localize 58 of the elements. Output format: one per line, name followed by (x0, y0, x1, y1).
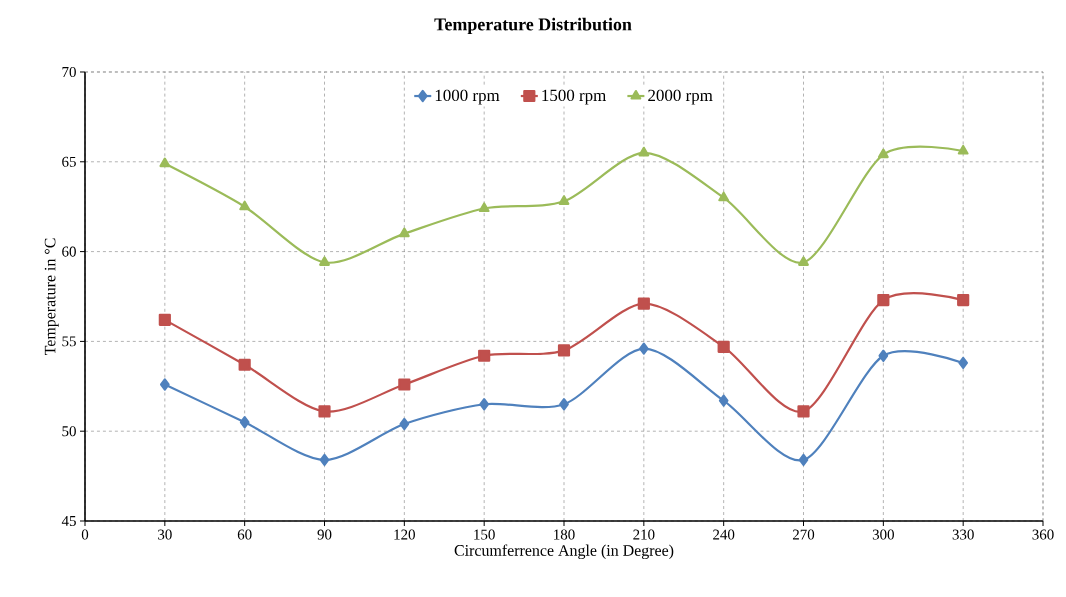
point (797, 405, 810, 418)
point (559, 398, 569, 411)
y-tick-label: 65 (62, 156, 76, 167)
point (718, 191, 730, 202)
x-tick-label: 360 (1032, 529, 1054, 540)
point (238, 358, 251, 371)
point (478, 202, 490, 213)
point (239, 200, 251, 211)
x-tick-label: 0 (81, 529, 89, 540)
point (798, 256, 809, 266)
x-tick-label: 180 (554, 529, 575, 540)
point (958, 356, 969, 370)
x-tick-label: 300 (872, 529, 894, 540)
point (399, 417, 410, 431)
point (718, 394, 729, 407)
y-tick-label: 50 (62, 426, 76, 437)
y-tick-label: 60 (62, 246, 76, 257)
point (398, 378, 411, 391)
x-tick-label: 120 (394, 529, 415, 540)
point (478, 349, 491, 362)
point (158, 313, 171, 326)
legend-label: 2000 rpm (648, 89, 713, 105)
y-tick-label: 45 (61, 516, 76, 526)
point (957, 293, 970, 307)
x-tick-label: 270 (792, 529, 815, 540)
point (398, 227, 410, 238)
point (878, 349, 889, 362)
point (638, 342, 649, 355)
x-tick-label: 150 (474, 529, 495, 540)
point (877, 293, 890, 307)
y-tick-label: 55 (62, 336, 76, 347)
point (557, 344, 571, 357)
point (318, 405, 331, 418)
x-tick-label: 90 (317, 529, 332, 540)
point (558, 195, 570, 205)
x-tick-label: 30 (158, 529, 172, 540)
x-axis-title: Circumferrence Angle (in Degree) (454, 544, 674, 560)
x-tick-label: 240 (713, 529, 735, 540)
point (319, 256, 330, 266)
point (239, 416, 250, 429)
y-axis-title: Temperature in °C (44, 238, 59, 356)
point (877, 148, 889, 159)
point (637, 297, 650, 310)
point (479, 398, 490, 411)
x-tick-label: 330 (952, 529, 974, 540)
x-tick-label: 210 (633, 529, 655, 540)
point (957, 144, 969, 155)
point (159, 157, 171, 168)
chart-title: Temperature Distribution (434, 17, 632, 35)
legend-label: 1000 rpm (435, 89, 500, 105)
x-tick-label: 60 (237, 529, 252, 540)
point (319, 453, 330, 467)
legend-label: 1500 rpm (542, 89, 607, 105)
point (638, 146, 650, 157)
point (159, 378, 170, 391)
point (798, 453, 809, 467)
y-tick-label: 70 (62, 66, 76, 78)
point (717, 340, 730, 353)
